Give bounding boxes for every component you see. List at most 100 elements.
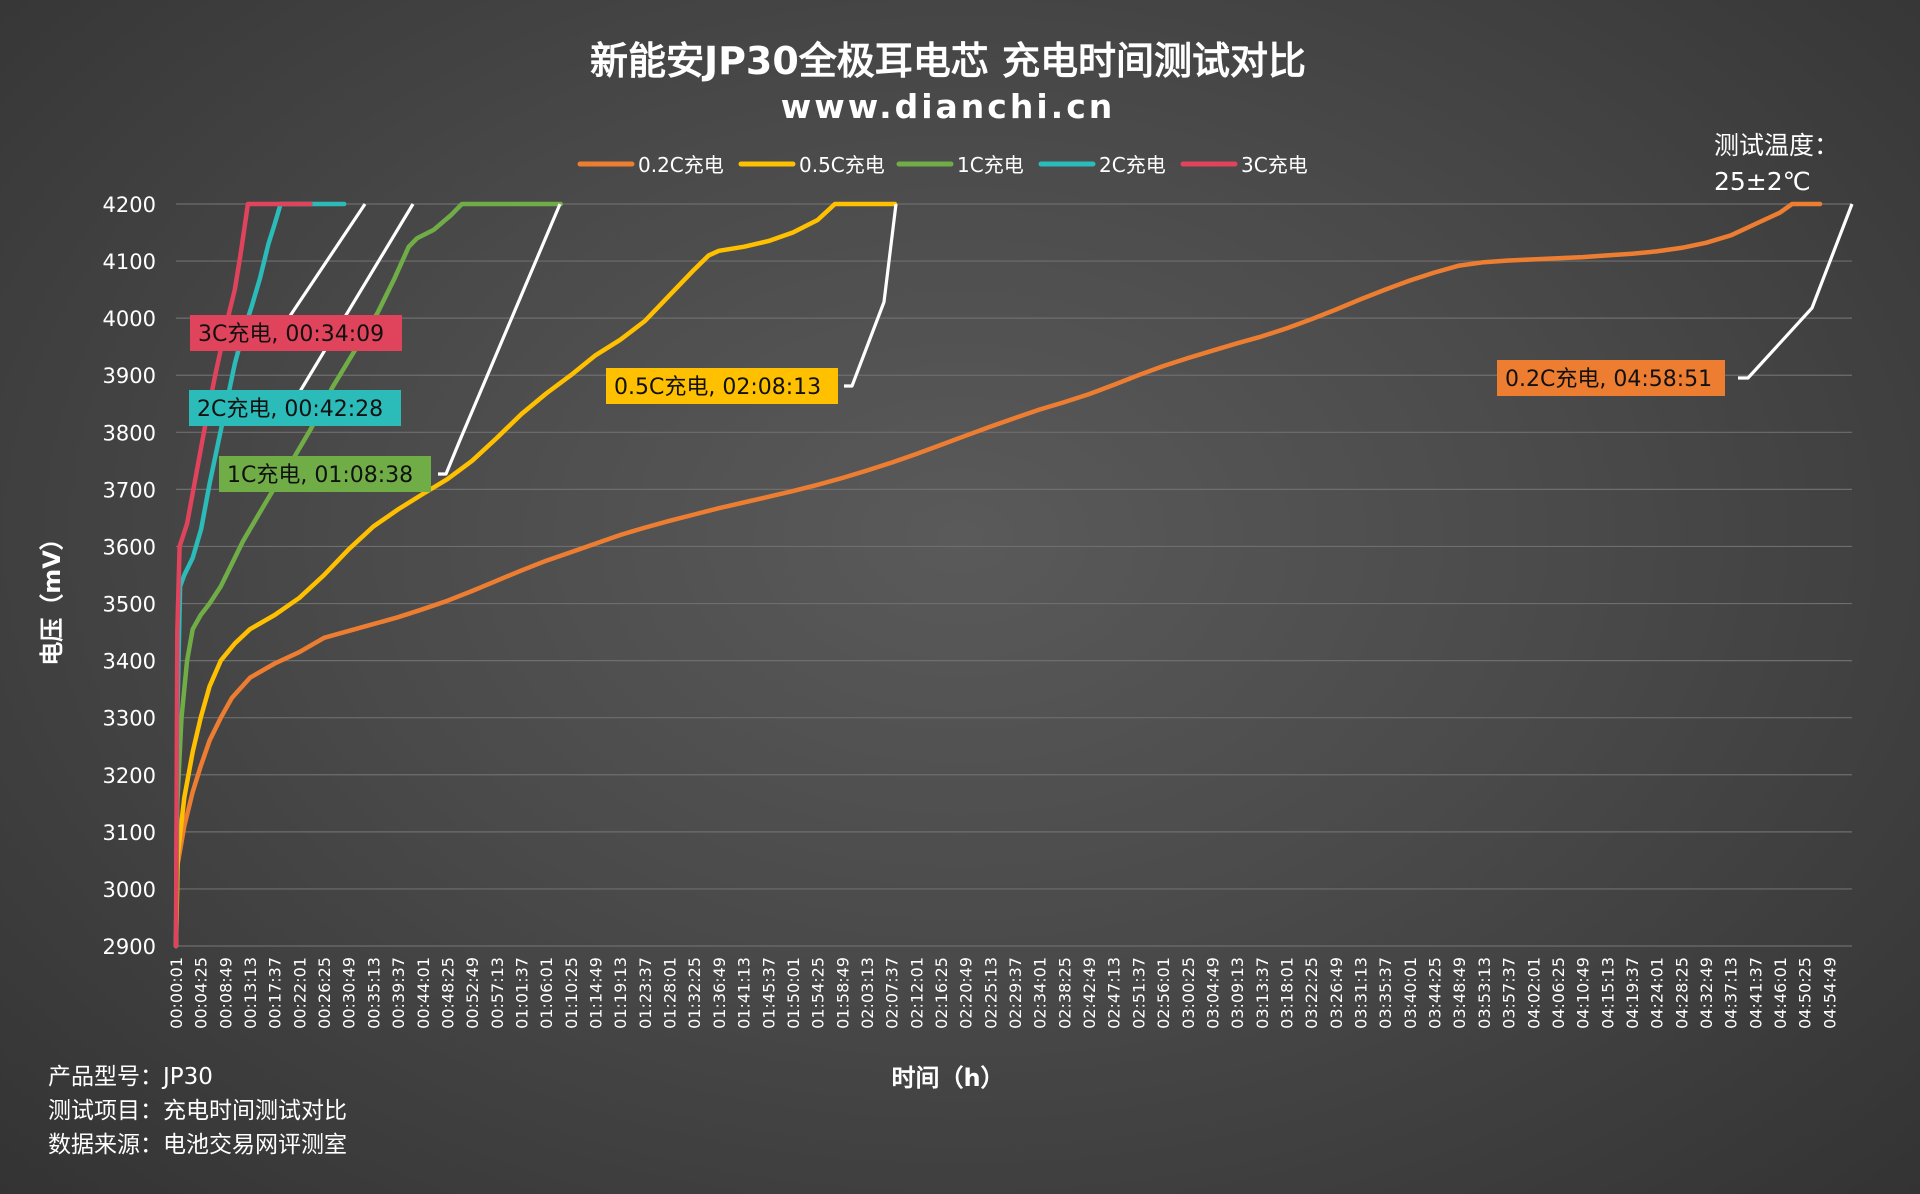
footer-item: 测试项目：充电时间测试对比: [48, 1098, 347, 1124]
x-tick-label: 00:35:13: [364, 957, 383, 1029]
legend: 0.2C充电 0.5C充电 1C充电 2C充电 3C充电: [577, 153, 1308, 177]
callout-text: 2C充电, 00:42:28: [197, 397, 383, 422]
x-tick-label: 00:48:25: [438, 957, 457, 1029]
callout-text: 0.2C充电, 04:58:51: [1505, 367, 1712, 392]
x-tick-label: 01:32:25: [685, 957, 704, 1029]
legend-label: 3C充电: [1241, 153, 1308, 177]
x-tick-label: 03:04:49: [1203, 957, 1222, 1029]
x-tick-label: 01:23:37: [636, 957, 655, 1029]
x-tick-label: 04:24:01: [1648, 957, 1667, 1029]
series-lines: [173, 201, 1823, 949]
callout-connector: [844, 203, 898, 388]
legend-label: 2C充电: [1099, 153, 1166, 177]
series-line: [173, 201, 1823, 949]
y-tick-label: 2900: [103, 935, 156, 959]
x-tick-label: 02:16:25: [932, 957, 951, 1029]
y-tick-label: 3800: [103, 421, 156, 445]
x-tick-label: 01:36:49: [710, 957, 729, 1029]
callout-text: 1C充电, 01:08:38: [227, 463, 413, 488]
x-tick-label: 00:57:13: [488, 957, 507, 1029]
x-tick-label: 03:13:37: [1253, 957, 1272, 1029]
x-tick-label: 04:02:01: [1524, 957, 1543, 1029]
x-tick-label: 01:45:37: [759, 957, 778, 1029]
footer-source: 数据来源：电池交易网评测室: [48, 1132, 347, 1158]
callout-box: [189, 390, 401, 426]
footer-notes: 产品型号：JP30 测试项目：充电时间测试对比 数据来源：电池交易网评测室: [48, 1060, 347, 1162]
x-tick-label: 00:26:25: [315, 957, 334, 1029]
x-tick-label: 01:06:01: [537, 957, 556, 1029]
x-tick-label: 04:19:37: [1623, 957, 1642, 1029]
x-tick-label: 03:22:25: [1302, 957, 1321, 1029]
x-axis-ticks: 00:00:01 00:04:25 00:08:49 00:13:13 00:17:37…: [167, 957, 1839, 1029]
x-tick-label: 01:54:25: [809, 957, 828, 1029]
callout-label: 0.5C充电, 02:08:13: [606, 368, 838, 404]
x-tick-label: 02:12:01: [907, 957, 926, 1029]
x-tick-label: 02:34:01: [1031, 957, 1050, 1029]
x-tick-label: 01:01:37: [512, 957, 531, 1029]
x-tick-label: 02:07:37: [883, 957, 902, 1029]
x-tick-label: 04:46:01: [1771, 957, 1790, 1029]
x-axis-label: 时间（h）: [891, 1064, 1004, 1092]
callouts: 0.2C充电, 04:58:51 0.5C充电, 02:08:13 1C充电, 01…: [189, 203, 1854, 492]
x-tick-label: 03:00:25: [1179, 957, 1198, 1029]
x-tick-label: 00:08:49: [216, 957, 235, 1029]
temperature-label: 测试温度：: [1714, 131, 1839, 160]
y-axis-label: 电压（mV）: [38, 526, 66, 666]
callout-connector: [438, 203, 562, 476]
legend-label: 0.2C充电: [638, 153, 724, 177]
gridlines: [176, 203, 1852, 947]
series-line: [173, 201, 313, 949]
x-tick-label: 04:32:49: [1697, 957, 1716, 1029]
x-tick-label: 03:44:25: [1426, 957, 1445, 1029]
x-tick-label: 02:42:49: [1080, 957, 1099, 1029]
y-tick-label: 3600: [103, 535, 156, 559]
callout-connector: [288, 203, 415, 409]
x-tick-label: 04:41:37: [1746, 957, 1765, 1029]
x-tick-label: 01:41:13: [735, 957, 754, 1029]
callout-text: 0.5C充电, 02:08:13: [614, 375, 821, 400]
callout-box: [219, 456, 431, 492]
x-tick-label: 03:57:37: [1500, 957, 1519, 1029]
footer-model: 产品型号：JP30: [48, 1064, 213, 1090]
x-tick-label: 03:09:13: [1228, 957, 1247, 1029]
y-tick-label: 3400: [103, 650, 156, 674]
x-tick-label: 01:10:25: [562, 957, 581, 1029]
x-tick-label: 02:03:13: [858, 957, 877, 1029]
x-tick-label: 00:30:49: [340, 957, 359, 1029]
x-tick-label: 04:15:13: [1598, 957, 1617, 1029]
callout-box: [606, 368, 838, 404]
y-tick-label: 3500: [103, 593, 156, 617]
x-tick-label: 04:06:25: [1549, 957, 1568, 1029]
callout-label: 2C充电, 00:42:28: [189, 390, 401, 426]
y-tick-label: 3100: [103, 821, 156, 845]
y-tick-label: 3200: [103, 764, 156, 788]
x-tick-label: 00:39:37: [389, 957, 408, 1029]
y-axis-ticks: 2900 3000 3100 3200 3300 3400 3500 3600 3700 3800…: [103, 193, 156, 959]
callout-label: 3C充电, 00:34:09: [190, 315, 402, 351]
callout-box: [1497, 360, 1725, 396]
x-tick-label: 03:26:49: [1327, 957, 1346, 1029]
x-tick-label: 00:04:25: [192, 957, 211, 1029]
x-tick-label: 04:37:13: [1722, 957, 1741, 1029]
x-tick-label: 00:22:01: [290, 957, 309, 1029]
x-tick-label: 03:40:01: [1401, 957, 1420, 1029]
temperature-value: 25±2℃: [1714, 167, 1811, 196]
x-tick-label: 01:14:49: [587, 957, 606, 1029]
callout-box: [190, 315, 402, 351]
legend-label: 1C充电: [957, 153, 1024, 177]
callout-connector: [1738, 203, 1854, 380]
y-tick-label: 3900: [103, 364, 156, 388]
y-tick-label: 4100: [103, 250, 156, 274]
callout-text: 3C充电, 00:34:09: [198, 322, 384, 347]
x-tick-label: 02:20:49: [957, 957, 976, 1029]
y-tick-label: 3700: [103, 478, 156, 502]
callout-label: 1C充电, 01:08:38: [219, 456, 431, 492]
callout-connector: [288, 203, 367, 317]
x-tick-label: 02:47:13: [1105, 957, 1124, 1029]
chart-title: 新能安JP30全极耳电芯 充电时间测试对比: [590, 39, 1306, 83]
series-line: [173, 201, 898, 949]
x-tick-label: 04:28:25: [1672, 957, 1691, 1029]
x-tick-label: 03:35:37: [1376, 957, 1395, 1029]
legend-label: 0.5C充电: [799, 153, 885, 177]
